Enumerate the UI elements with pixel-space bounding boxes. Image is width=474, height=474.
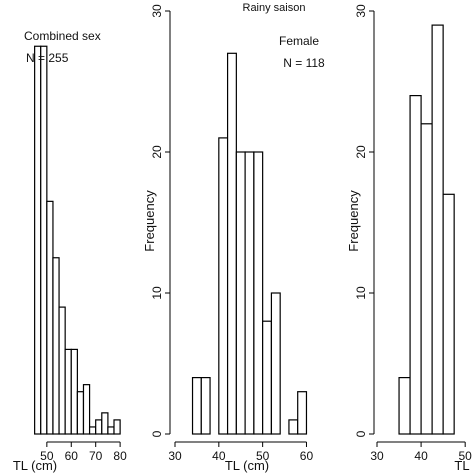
x-tick-label-combined-sex-60: 60 (65, 449, 79, 463)
y-tick-label-right-10: 10 (354, 286, 368, 300)
x-axis-label-combined-sex: TL (cm) (13, 458, 57, 473)
histogram-bar-female-12 (297, 391, 308, 435)
x-tick-label-right-50: 50 (459, 449, 473, 463)
n-label-female: N = 118 (283, 56, 325, 70)
x-tick-label-right-30: 30 (370, 449, 384, 463)
histogram-bar-female-0 (191, 377, 202, 435)
histogram-bar-right-3 (431, 24, 444, 435)
y-tick-label-female-0: 0 (150, 430, 164, 437)
x-tick-label-combined-sex-80: 80 (113, 449, 127, 463)
histogram-bar-combined-sex-13 (113, 419, 121, 435)
histogram-bar-female-7 (253, 151, 264, 435)
x-tick-label-female-40: 40 (212, 449, 226, 463)
histogram-bar-combined-sex-12 (107, 426, 115, 435)
histogram-bar-combined-sex-9 (88, 426, 97, 435)
histogram-bar-combined-sex-8 (82, 384, 91, 435)
histogram-bar-right-4 (442, 193, 455, 435)
panel-label-female: Female (279, 34, 319, 48)
histogram-bar-female-6 (244, 151, 255, 435)
histogram-bar-right-2 (420, 123, 433, 435)
histogram-bar-combined-sex-10 (95, 419, 103, 435)
histogram-bar-combined-sex-4 (58, 306, 66, 435)
x-tick-label-female-60: 60 (300, 449, 314, 463)
histogram-bar-female-11 (288, 419, 299, 435)
y-axis-label-female: Frequency (142, 190, 157, 252)
x-tick-label-right-40: 40 (414, 449, 428, 463)
y-tick-label-right-20: 20 (354, 145, 368, 159)
n-label-combined-sex: N = 255 (26, 51, 69, 65)
x-tick-label-combined-sex-70: 70 (89, 449, 103, 463)
x-tick-label-female-30: 30 (168, 449, 182, 463)
histogram-bar-right-1 (409, 94, 422, 435)
y-tick-label-female-20: 20 (150, 145, 164, 159)
panel-combined-sex: 50 60 70 80 (34, 45, 127, 463)
histogram-bar-combined-sex-2 (46, 200, 54, 435)
histogram-bar-female-3 (218, 137, 229, 435)
x-axis-label-right: TL (454, 458, 469, 473)
panel-female: 30 40 50 60 0 10 20 30 (150, 4, 313, 463)
x-tick-label-female-50: 50 (256, 449, 270, 463)
histogram-bar-combined-sex-0 (34, 45, 42, 435)
histogram-bar-combined-sex-11 (101, 412, 109, 435)
y-tick-label-female-30: 30 (150, 4, 164, 18)
y-tick-label-female-10: 10 (150, 286, 164, 300)
x-tick-label-combined-sex-50: 50 (40, 449, 54, 463)
figure-subtitle: Rainy saison (243, 2, 306, 14)
histogram-bar-combined-sex-1 (40, 45, 48, 435)
histogram-bar-right-0 (398, 377, 411, 435)
y-axis-label-right: Frequency (346, 190, 361, 252)
histogram-bar-female-5 (235, 151, 246, 435)
histogram-bar-combined-sex-6 (70, 348, 78, 435)
histogram-bar-female-9 (270, 292, 281, 435)
y-tick-label-right-30: 30 (354, 4, 368, 18)
panel-right: 30 40 50 0 10 20 30 (354, 4, 472, 463)
histogram-bar-combined-sex-5 (64, 348, 72, 435)
y-tick-label-right-0: 0 (354, 430, 368, 437)
histogram-bar-combined-sex-3 (52, 257, 60, 435)
histogram-bar-combined-sex-7 (76, 391, 85, 435)
histogram-bar-female-4 (226, 52, 237, 435)
panel-label-combined-sex: Combined sex (24, 29, 101, 43)
x-axis-label-female: TL (cm) (225, 458, 269, 473)
histogram-bar-female-8 (262, 320, 273, 435)
histogram-bar-female-1 (200, 377, 211, 435)
